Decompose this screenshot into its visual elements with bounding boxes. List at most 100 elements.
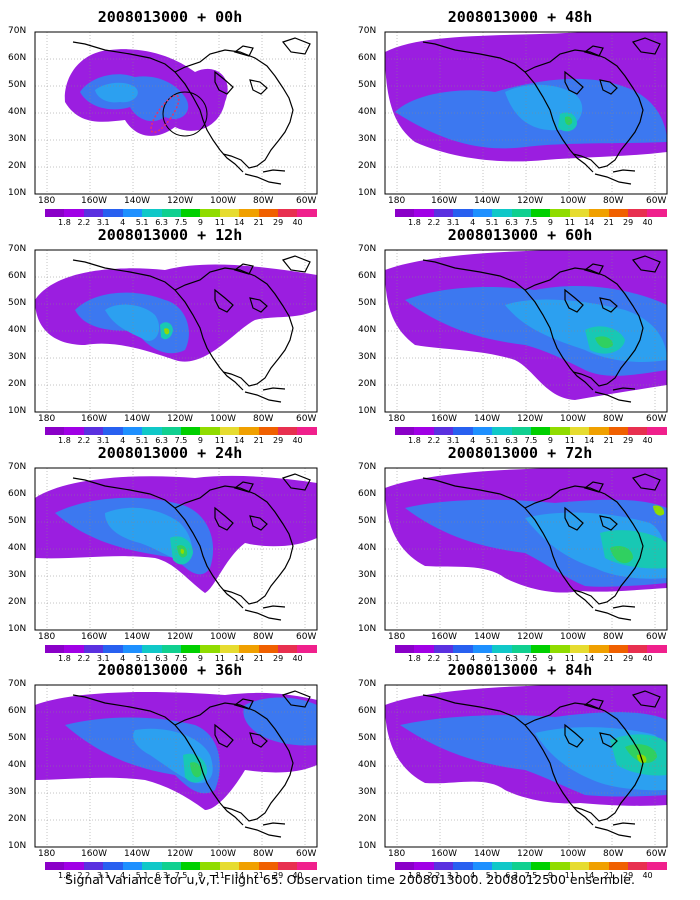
colorbar-swatch (64, 427, 84, 435)
colorbar-label: 2.2 (77, 871, 91, 880)
colorbar-label: 5.1 (135, 871, 149, 880)
colorbar-label: 9 (197, 218, 203, 227)
lat-tick-label: 60N (358, 489, 377, 499)
lat-tick-label: 50N (8, 733, 27, 743)
colorbar-label: 21 (253, 654, 264, 663)
colorbar-swatch (142, 209, 162, 217)
colorbar-label: 9 (547, 436, 553, 445)
colorbar-swatch (589, 645, 609, 653)
colorbar-label: 11 (564, 436, 575, 445)
colorbar-swatch (297, 427, 317, 435)
colorbar-swatch (550, 862, 570, 870)
panel-title: 2008013000 + 00h (97, 8, 243, 26)
lat-tick-label: 40N (358, 543, 377, 553)
colorbar-swatch (239, 427, 259, 435)
colorbar-label: 6.3 (505, 654, 518, 663)
colorbar-swatch (64, 862, 84, 870)
colorbar-swatch (492, 862, 512, 870)
coastline (422, 473, 661, 621)
colorbar-swatch (569, 209, 590, 217)
lat-tick-label: 20N (8, 814, 27, 824)
colorbar-swatch (180, 427, 201, 435)
colorbar-swatch (608, 862, 629, 870)
colorbar-label: 4 (120, 436, 126, 445)
colorbar-swatch (414, 862, 434, 870)
colorbar-swatch (278, 645, 298, 653)
colorbar-label: 7.5 (174, 654, 188, 663)
lat-tick-label: 10N (358, 188, 377, 198)
colorbar-label: 29 (623, 218, 634, 227)
lon-tick-label: 120W (517, 632, 544, 642)
colorbar-swatch (492, 427, 512, 435)
colorbar (395, 427, 667, 435)
lon-tick-label: 140W (474, 632, 501, 642)
map-panel: 2008013000 + 24h 70N 60N 50N 40N 30N 20N 10N 180… (0, 444, 340, 664)
lat-tick-label: 10N (8, 841, 27, 851)
colorbar-label: 2.2 (427, 218, 441, 227)
colorbar-swatch (200, 862, 220, 870)
colorbar-swatch (219, 862, 240, 870)
variance-contour (180, 548, 185, 554)
lat-tick-label: 40N (358, 325, 377, 335)
colorbar-swatch (45, 645, 65, 653)
lon-tick-label: 140W (474, 414, 501, 424)
colorbar-swatch (433, 862, 454, 870)
lon-tick-label: 160W (81, 196, 108, 206)
lon-tick-label: 120W (167, 632, 194, 642)
map-plot (384, 684, 668, 848)
lon-tick-label: 120W (517, 849, 544, 859)
colorbar-swatch (550, 209, 570, 217)
colorbar-label: 29 (623, 436, 634, 445)
lon-tick-label: 60W (646, 196, 667, 206)
colorbar-swatch (258, 427, 279, 435)
colorbar-label: 14 (234, 436, 245, 445)
colorbar-swatch (103, 645, 123, 653)
colorbar-label: 1.8 (58, 654, 71, 663)
colorbar-swatch (589, 427, 609, 435)
figure-caption: Signal Variance for u,v,T. Flight 65. Ob… (65, 872, 635, 887)
colorbar-label: 40 (292, 218, 303, 227)
colorbar-label: 4 (120, 218, 126, 227)
lon-tick-label: 120W (517, 196, 544, 206)
colorbar-swatch (395, 862, 415, 870)
colorbar-label: 11 (214, 436, 225, 445)
colorbar-label: 29 (273, 218, 284, 227)
coastline (72, 473, 311, 621)
colorbar-label: 14 (234, 654, 245, 663)
colorbar-label: 5.1 (135, 218, 149, 227)
colorbar-swatch (122, 862, 143, 870)
colorbar-label: 21 (603, 218, 614, 227)
map-plot (384, 31, 668, 195)
colorbar-swatch (414, 427, 434, 435)
colorbar-swatch (297, 645, 317, 653)
lon-tick-label: 60W (296, 632, 317, 642)
colorbar-swatch (569, 862, 590, 870)
colorbar-label: 21 (253, 218, 264, 227)
coastline (422, 37, 661, 185)
panel-title: 2008013000 + 36h (97, 661, 243, 679)
colorbar-label: 14 (584, 871, 595, 880)
colorbar-label: 1.8 (58, 436, 71, 445)
colorbar-swatch (122, 645, 143, 653)
lon-tick-label: 80W (253, 414, 274, 424)
colorbar-swatch (103, 427, 123, 435)
lat-tick-label: 60N (8, 271, 27, 281)
colorbar (395, 862, 667, 870)
colorbar-swatch (511, 645, 531, 653)
lon-tick-label: 160W (81, 414, 108, 424)
lon-tick-label: 60W (646, 632, 667, 642)
lat-tick-label: 10N (8, 188, 27, 198)
lon-tick-label: 80W (253, 849, 274, 859)
colorbar-swatch (161, 645, 181, 653)
colorbar-swatch (589, 209, 609, 217)
lon-tick-label: 120W (167, 196, 194, 206)
lon-tick-label: 60W (296, 196, 317, 206)
colorbar-swatch (161, 862, 181, 870)
colorbar-label: 7.5 (174, 871, 188, 880)
colorbar-swatch (414, 645, 434, 653)
map-plot (384, 249, 668, 413)
lon-tick-label: 140W (124, 849, 151, 859)
lat-tick-label: 20N (8, 597, 27, 607)
colorbar-swatch (180, 862, 201, 870)
colorbar-label: 3.1 (96, 871, 110, 880)
